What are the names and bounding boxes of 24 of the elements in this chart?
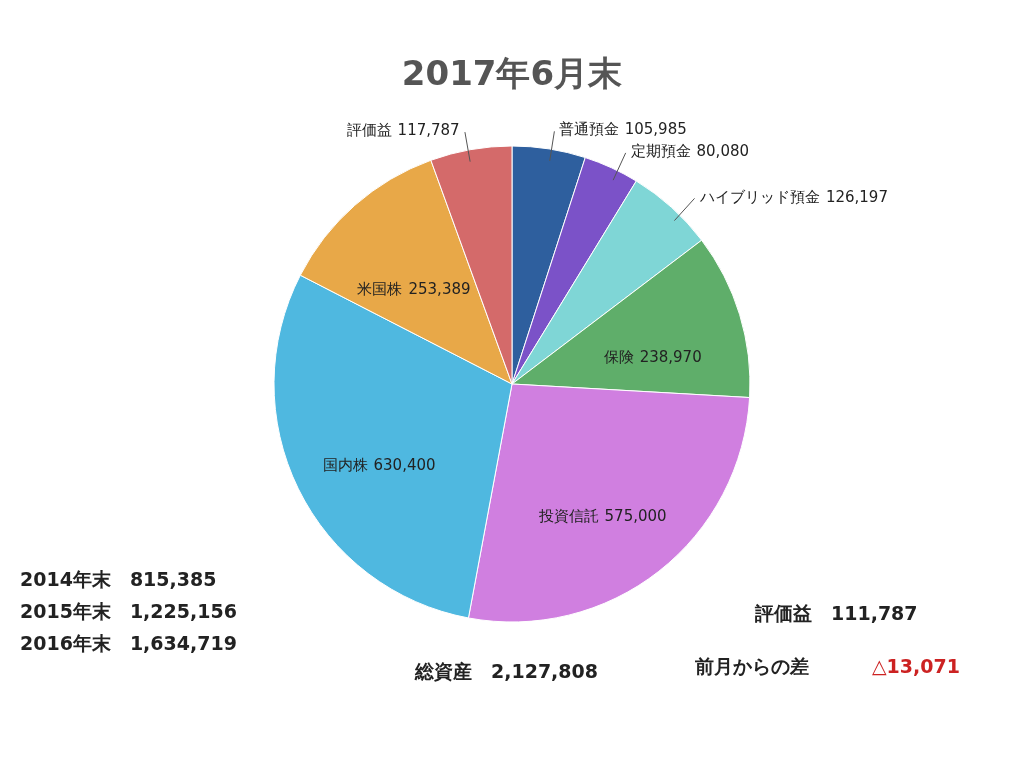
data-label: 117,787 [397, 121, 460, 140]
text: 2015年末 1,225,156 [20, 600, 237, 622]
slice-label: 評価益 [346, 121, 392, 140]
data-label: 80,080 [696, 142, 750, 161]
text: 2014年末 815,385 [20, 568, 217, 590]
text: 総資産 2,127,808 [414, 660, 598, 682]
data-label: 105,985 [624, 120, 687, 139]
data-label: 238,970 [639, 347, 702, 366]
data-label: 126,197 [825, 187, 888, 206]
text: 評価益 111,787 [754, 602, 918, 624]
slice-label: 米国株 [357, 280, 403, 299]
text: 2016年末 1,634,719 [20, 632, 237, 654]
data-label: 253,389 [408, 280, 471, 299]
slice-label: 国内株 [322, 455, 368, 474]
text: 前月からの差 [694, 655, 809, 677]
slice-label: ハイブリッド預金 [698, 187, 820, 206]
slice-label: 投資信託 [537, 507, 599, 526]
slice-label: 保険 [603, 347, 634, 366]
chart-title: 2017年6月末 [401, 53, 623, 93]
slice-label: 定期預金 [630, 142, 691, 161]
text: △13,071 [872, 655, 960, 677]
data-label: 630,400 [373, 455, 436, 474]
slice-label: 普通預金 [558, 120, 619, 139]
data-label: 575,000 [604, 507, 667, 526]
